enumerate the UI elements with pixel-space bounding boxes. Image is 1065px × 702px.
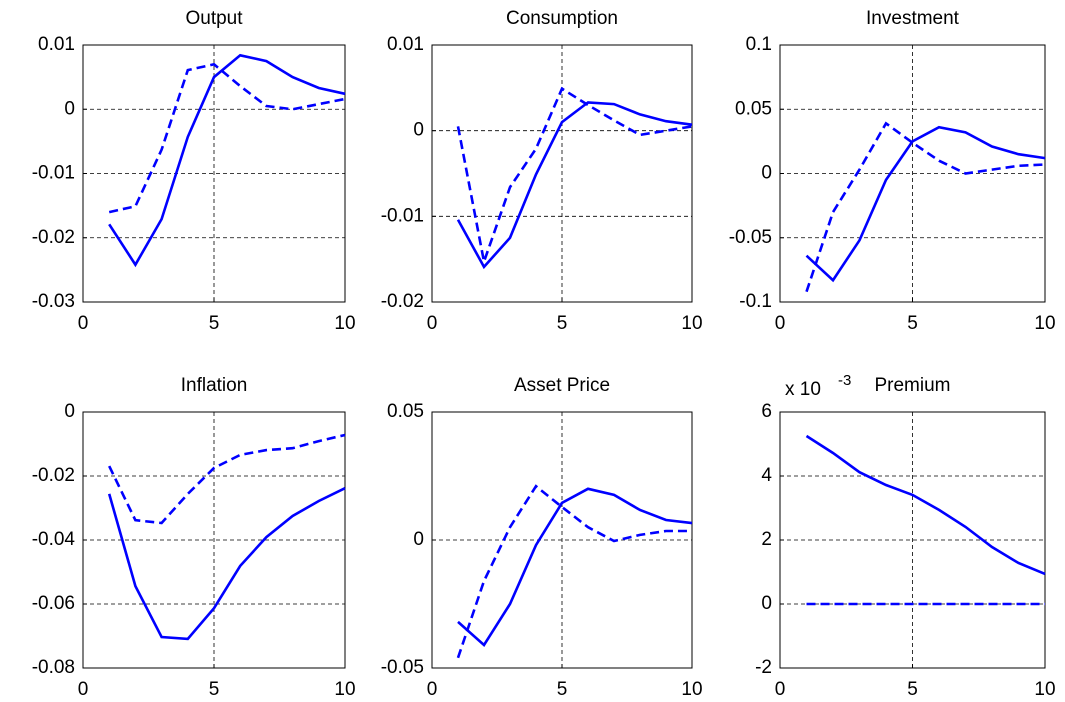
x-tick-label: 0 [775,313,786,334]
y-tick-label: -0.1 [739,291,772,312]
x-tick-label: 10 [1034,679,1055,700]
plot-frame [779,44,1046,303]
y-tick-label: -0.02 [32,465,75,486]
plot-frame [431,44,693,303]
series-line [107,487,346,641]
y-tick-label: 0 [413,529,424,550]
y-tick-label: 0 [761,163,772,184]
series-line [108,62,346,214]
y-tick-label: 6 [761,401,772,422]
series-line [456,86,693,267]
x-tick-label: 5 [557,679,568,700]
chart-title: Consumption [506,8,618,29]
y-tick-label: -0.04 [32,529,76,550]
plot-frame [779,411,1046,669]
series-line [108,53,346,268]
x-tick-label: 5 [907,679,918,700]
y-multiplier: x 10 [785,379,821,400]
y-tick-label: -0.01 [381,205,424,226]
y-tick-label: 0.01 [387,34,424,55]
series-line [805,434,1046,576]
y-tick-label: 0.05 [735,98,772,119]
chart-title: Premium [874,375,950,396]
series-line [457,487,693,647]
x-tick-label: 0 [775,679,786,700]
x-tick-label: 10 [681,679,702,700]
x-tick-label: 5 [557,313,568,334]
series-line [456,101,693,270]
series-line [805,125,1046,283]
chart-title: Inflation [181,375,248,396]
y-tick-label: -0.03 [32,291,75,312]
x-tick-label: 0 [78,313,89,334]
x-tick-label: 0 [78,679,89,700]
x-tick-label: 10 [1034,313,1055,334]
x-tick-label: 0 [427,313,438,334]
plot-frame [431,411,693,669]
series-line [108,433,346,525]
chart-title: Asset Price [514,375,610,396]
y-tick-label: -0.05 [381,657,424,678]
x-tick-label: 10 [334,679,355,700]
y-tick-label: -0.05 [729,227,772,248]
x-tick-label: 0 [427,679,438,700]
y-tick-label: 0 [64,98,75,119]
x-tick-label: 5 [209,313,220,334]
plot-frame [82,44,346,303]
y-tick-label: 0 [413,120,424,141]
chart-title: Investment [866,8,960,29]
chart-title: Output [185,8,243,29]
y-tick-label: -0.06 [32,593,75,614]
y-tick-label: -0.02 [32,227,75,248]
y-tick-label: -2 [755,657,772,678]
x-tick-label: 10 [334,313,355,334]
y-tick-label: 0.1 [746,34,772,55]
y-tick-label: 0 [64,401,75,422]
y-tick-label: 0.01 [38,34,75,55]
x-tick-label: 5 [907,313,918,334]
y-tick-label: 4 [761,465,772,486]
y-tick-label: -0.01 [32,163,75,184]
plot-frame [82,411,346,669]
y-tick-label: -0.08 [32,657,75,678]
y-tick-label: 0 [761,593,772,614]
y-tick-label: -0.02 [381,291,424,312]
x-tick-label: 5 [209,679,220,700]
y-tick-label: 2 [761,529,772,550]
y-tick-label: 0.05 [387,401,424,422]
series-line [456,484,692,659]
y-multiplier-exponent: -3 [838,372,851,389]
x-tick-label: 10 [681,313,702,334]
